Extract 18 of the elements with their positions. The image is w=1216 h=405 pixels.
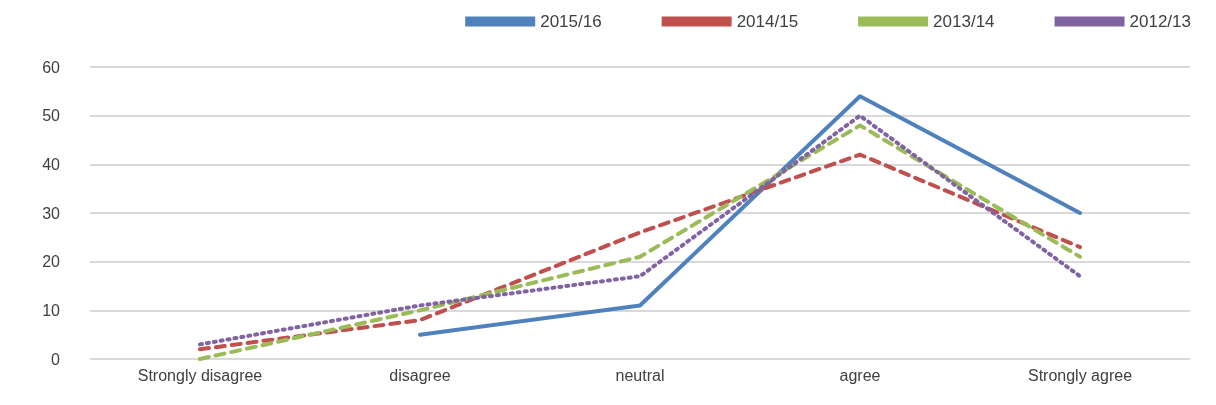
x-tick-label: Strongly agree [1027,366,1133,384]
x-tick-label: Strongly disagree [137,366,263,384]
x-tick-label: agree [839,366,881,384]
y-tick-label: 40 [42,155,61,173]
y-tick-label: 30 [42,204,61,222]
x-tick-label: disagree [389,366,451,384]
y-tick-label: 60 [42,58,61,76]
legend-label: 2015/16 [540,12,602,31]
x-tick-label: neutral [615,366,665,384]
line-series [198,152,1082,352]
y-tick-label: 10 [42,301,61,319]
y-tick-label: 20 [42,253,61,271]
legend-label: 2013/14 [933,12,995,31]
line-series [418,94,1082,337]
legend-label: 2014/15 [736,12,799,31]
y-tick-label: 50 [42,107,61,125]
legend-label: 2012/13 [1129,12,1191,31]
y-tick-label: 0 [51,350,61,368]
